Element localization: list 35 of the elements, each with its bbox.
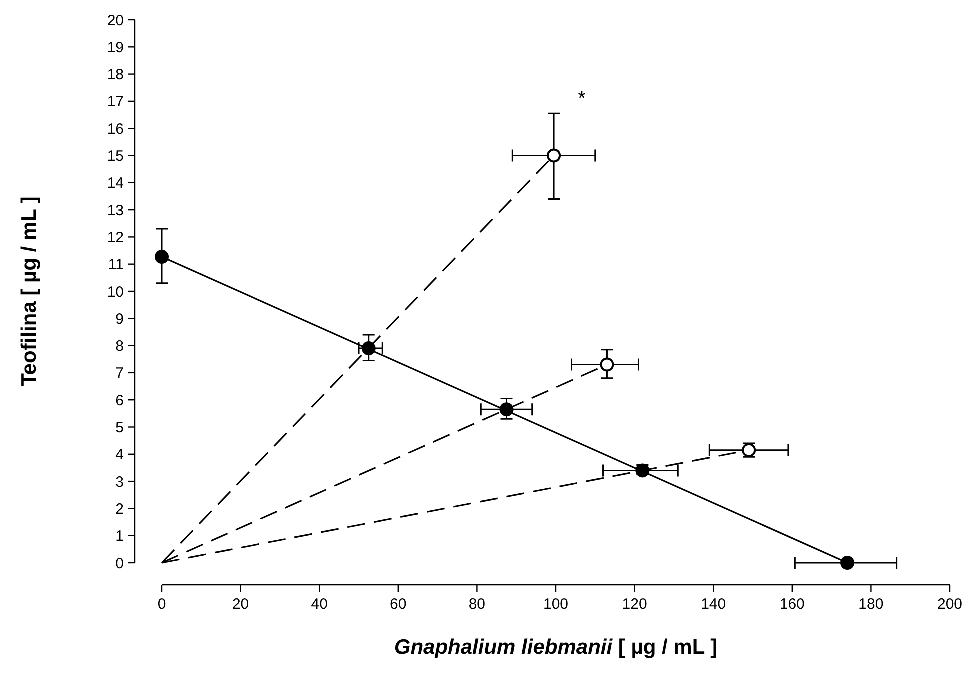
- x-tick-label: 140: [701, 596, 726, 613]
- y-tick-label: 2: [116, 500, 124, 518]
- y-tick-label: 11: [108, 256, 124, 274]
- x-tick-label: 120: [622, 596, 648, 613]
- y-tick-label: 18: [107, 66, 124, 84]
- x-tick-label: 160: [780, 596, 805, 613]
- x-tick-label: 40: [311, 596, 328, 613]
- x-tick-label: 200: [937, 596, 963, 613]
- y-tick-label: 3: [116, 474, 124, 491]
- x-axis-title: Gnaphalium liebmanii [ µg / mL ]: [394, 636, 718, 659]
- y-tick-label: 13: [107, 202, 124, 220]
- y-tick-label: 4: [116, 446, 124, 464]
- y-tick-label: 1: [116, 528, 124, 546]
- y-tick-label: 16: [107, 120, 124, 138]
- x-tick-label: 60: [390, 596, 407, 613]
- y-tick-label: 6: [116, 392, 124, 410]
- x-tick-label: 100: [543, 596, 569, 613]
- x-tick-label: 180: [858, 596, 884, 613]
- y-tick-label: 7: [116, 365, 124, 382]
- y-tick-label: 8: [116, 338, 124, 356]
- y-axis-title: Teofilina [ µg / mL ]: [18, 196, 41, 386]
- y-tick-label: 19: [107, 39, 124, 56]
- y-tick-label: 9: [116, 310, 124, 328]
- y-tick-label: 14: [107, 175, 124, 192]
- y-tick-label: 5: [116, 420, 124, 436]
- x-tick-label: 0: [158, 596, 166, 613]
- annotation: *: [578, 88, 586, 110]
- x-tick-label: 20: [232, 596, 250, 613]
- y-tick-label: 0: [116, 555, 124, 572]
- y-tick-label: 17: [107, 94, 124, 111]
- y-tick-label: 15: [107, 148, 124, 165]
- y-tick-label: 10: [107, 284, 124, 301]
- y-tick-label: 20: [107, 12, 124, 30]
- y-tick-label: 12: [107, 229, 124, 246]
- x-tick-label: 80: [468, 596, 486, 613]
